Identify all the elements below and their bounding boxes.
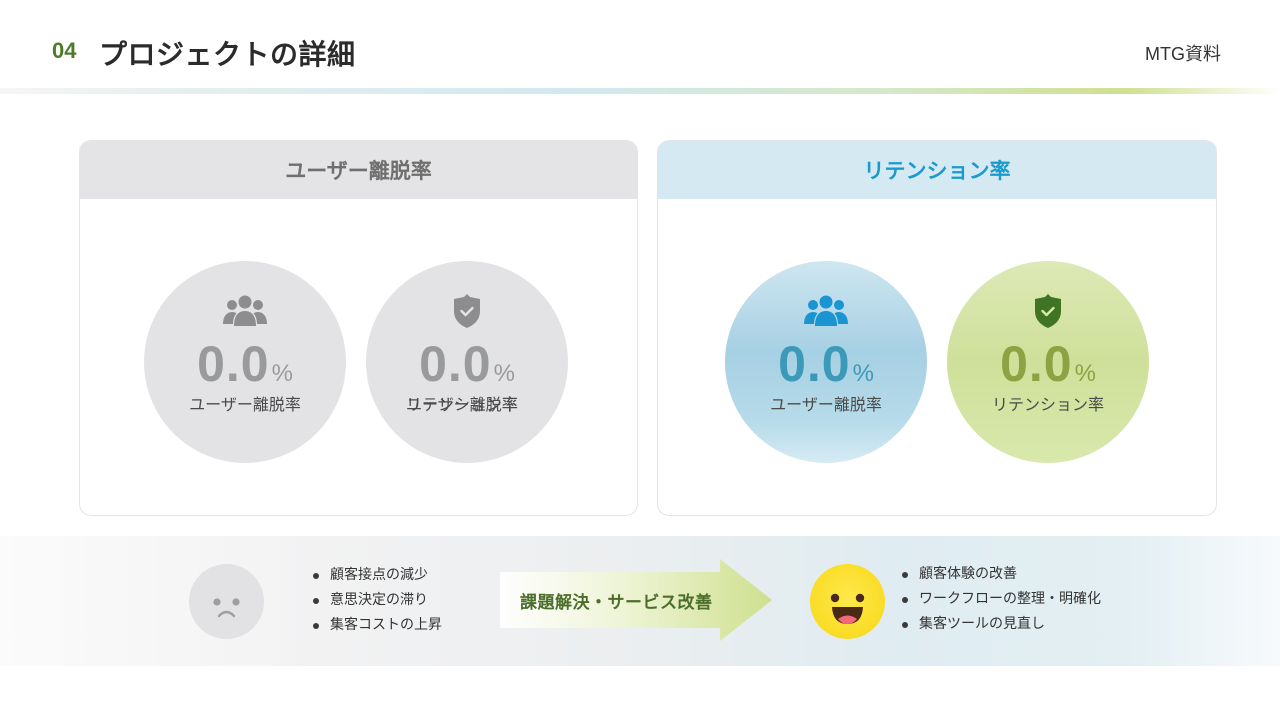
metric-circle-retention-gray: 0.0 % リテンション率 ユーザー離脱率: [366, 261, 568, 463]
metric-label-overlapped: リテンション率 ユーザー離脱率: [406, 391, 528, 414]
bullet-dot: [902, 621, 908, 628]
happy-face-icon: [810, 564, 885, 639]
list-item-text: 顧客接点の減少: [330, 567, 428, 583]
list-item: 顧客体験の改善: [902, 562, 1101, 587]
list-item: ワークフローの整理・明確化: [902, 587, 1101, 612]
metric-label: ユーザー離脱率: [770, 395, 882, 414]
metric-number: 0.0: [197, 336, 270, 392]
metric-value: 0.0 %: [778, 335, 874, 392]
list-item: 顧客接点の減少: [313, 563, 442, 588]
metric-circle-retention-green: 0.0 % リテンション率: [947, 261, 1149, 463]
metric-number: 0.0: [419, 336, 492, 392]
header-gradient-divider: [0, 88, 1280, 94]
metric-unit: %: [271, 360, 293, 387]
before-issues-list: 顧客接点の減少 意思決定の滞り 集客コストの上昇: [313, 563, 442, 638]
churn-card: ユーザー離脱率 0.0 % ユーザー離脱率 0.0: [79, 140, 638, 516]
document-label: MTG資料: [1145, 44, 1221, 64]
retention-card: リテンション率 0.0 % ユーザー離脱率 0.0: [657, 140, 1217, 516]
bullet-dot: [313, 572, 319, 579]
users-icon: [802, 293, 850, 329]
list-item: 意思決定の滞り: [313, 588, 442, 613]
bullet-dot: [313, 622, 319, 629]
list-item-text: 意思決定の滞り: [330, 592, 428, 608]
metric-number: 0.0: [1000, 336, 1073, 392]
metric-label: リテンション率: [406, 395, 519, 414]
list-item: 集客コストの上昇: [313, 613, 442, 638]
shield-check-icon: [452, 293, 482, 329]
list-item: 集客ツールの見直し: [902, 612, 1101, 637]
metric-unit: %: [852, 360, 874, 387]
section-number: 04: [52, 38, 77, 63]
users-icon: [221, 293, 269, 329]
metric-circle-churn-blue: 0.0 % ユーザー離脱率: [725, 261, 927, 463]
list-item-text: 顧客体験の改善: [919, 566, 1017, 582]
metric-circle-churn: 0.0 % ユーザー離脱率: [144, 261, 346, 463]
metric-label-overlap: ユーザー離脱率: [406, 395, 518, 414]
page-title: プロジェクトの詳細: [99, 38, 356, 71]
bullet-dot: [902, 571, 908, 578]
list-item-text: 集客コストの上昇: [330, 617, 442, 633]
arrow-label: 課題解決・サービス改善: [520, 593, 713, 613]
transition-arrow: 課題解決・サービス改善: [500, 559, 772, 641]
retention-card-title: リテンション率: [658, 141, 1216, 199]
metric-unit: %: [1074, 360, 1096, 387]
metric-unit: %: [493, 360, 515, 387]
sad-face-icon: [189, 564, 264, 639]
metric-label: リテンション率: [991, 395, 1104, 414]
after-improvements-list: 顧客体験の改善 ワークフローの整理・明確化 集客ツールの見直し: [902, 562, 1101, 637]
churn-card-title: ユーザー離脱率: [80, 141, 637, 199]
bullet-dot: [313, 597, 319, 604]
bullet-dot: [902, 596, 908, 603]
list-item-text: ワークフローの整理・明確化: [919, 591, 1101, 607]
metric-value: 0.0 %: [197, 335, 293, 392]
metric-label: ユーザー離脱率: [189, 395, 301, 414]
arrow-right-icon: [500, 559, 772, 641]
slide-header: 04 プロジェクトの詳細 MTG資料: [0, 0, 1280, 94]
list-item-text: 集客ツールの見直し: [919, 616, 1045, 632]
metric-value: 0.0 %: [1000, 335, 1096, 392]
metric-number: 0.0: [778, 336, 851, 392]
metric-value: 0.0 %: [419, 335, 515, 392]
shield-check-icon: [1033, 293, 1063, 329]
